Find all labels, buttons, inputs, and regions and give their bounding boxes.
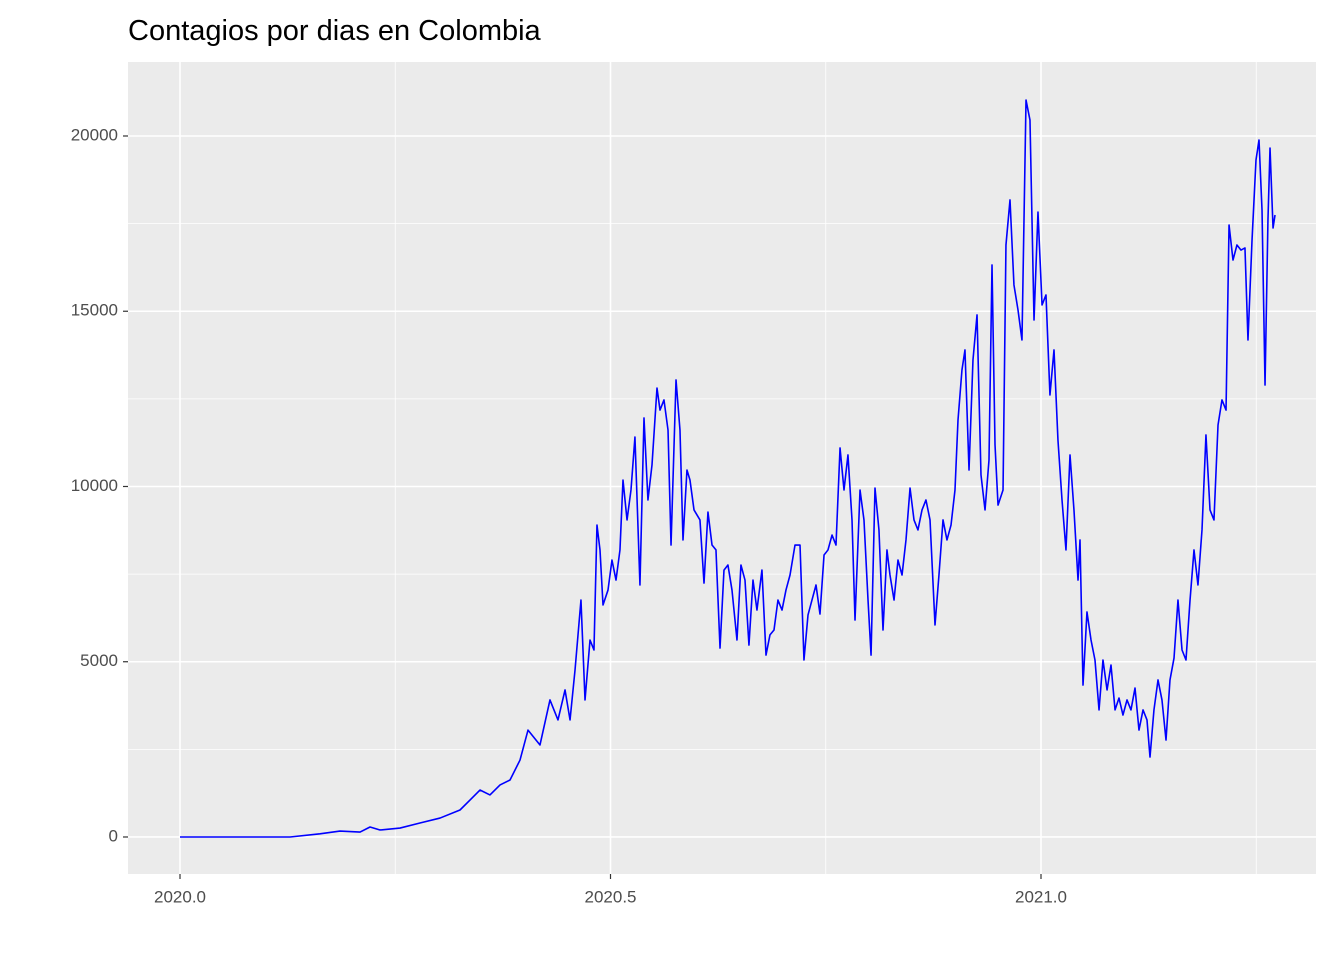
x-tick-label: 2020.0	[154, 887, 206, 906]
y-tick-label: 10000	[71, 476, 118, 495]
y-tick-label: 5000	[80, 651, 118, 670]
x-tick-label: 2021.0	[1015, 887, 1067, 906]
panel	[128, 62, 1316, 874]
data-line	[180, 99, 1276, 838]
y-tick-label: 0	[109, 826, 118, 845]
x-tick-label: 2020.5	[585, 887, 637, 906]
y-tick-label: 20000	[71, 125, 118, 144]
chart-title: Contagios por dias en Colombia	[128, 15, 542, 47]
y-tick-label: 15000	[71, 301, 118, 320]
